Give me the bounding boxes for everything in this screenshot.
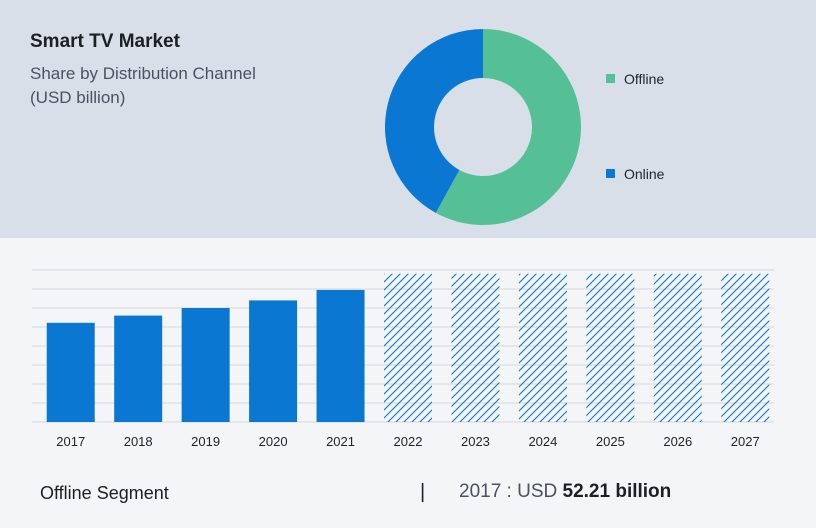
x-tick-label-2027: 2027 — [731, 434, 760, 449]
x-tick-label-2023: 2023 — [461, 434, 490, 449]
legend-item-online: Online — [606, 166, 664, 182]
donut-chart — [385, 29, 581, 225]
bar-2021 — [316, 289, 365, 422]
bar-2020 — [249, 300, 298, 422]
bar-2025 — [586, 273, 635, 422]
bar-2022 — [384, 273, 432, 422]
legend-swatch-online — [606, 169, 615, 178]
x-tick-label-2020: 2020 — [259, 434, 288, 449]
donut-slice-online — [385, 29, 483, 213]
subtitle-line-2: (USD billion) — [30, 88, 126, 107]
bar-2027 — [721, 273, 770, 422]
bar-chart: 2017 2018 2019 2020 2021 2022 2023 2024 2025 2026… — [32, 269, 774, 449]
donut-slice-offline — [435, 29, 581, 225]
x-tick-label-2018: 2018 — [124, 434, 153, 449]
bar-2017 — [46, 322, 95, 422]
x-tick-label-2021: 2021 — [326, 434, 355, 449]
x-tick-label-2022: 2022 — [394, 434, 423, 449]
footer-value: 2017 : USD 52.21 billion — [459, 481, 671, 503]
x-tick-label-2025: 2025 — [596, 434, 625, 449]
x-tick-label-2026: 2026 — [663, 434, 692, 449]
bar-2026 — [653, 273, 702, 422]
bar-2024 — [518, 273, 567, 422]
footer-year-prefix: 2017 : USD — [459, 481, 558, 502]
legend-swatch-offline — [606, 74, 615, 83]
chart-title: Smart TV Market — [30, 31, 180, 52]
bar-2023 — [451, 273, 500, 422]
subtitle-line-1: Share by Distribution Channel — [30, 64, 256, 83]
legend-label-offline: Offline — [624, 71, 665, 87]
legend-label-online: Online — [624, 166, 665, 182]
legend-item-offline: Offline — [606, 71, 664, 87]
bar-2018 — [114, 315, 163, 422]
x-tick-label-2017: 2017 — [56, 434, 85, 449]
x-tick-label-2019: 2019 — [191, 434, 220, 449]
chart-subtitle: Share by Distribution Channel (USD billi… — [30, 62, 330, 110]
footer-value-amount: 52.21 billion — [562, 481, 672, 502]
footer-segment-label: Offline Segment — [40, 483, 169, 503]
x-tick-label-2024: 2024 — [528, 434, 557, 449]
bar-2019 — [181, 308, 230, 422]
footer-divider: | — [420, 481, 426, 503]
